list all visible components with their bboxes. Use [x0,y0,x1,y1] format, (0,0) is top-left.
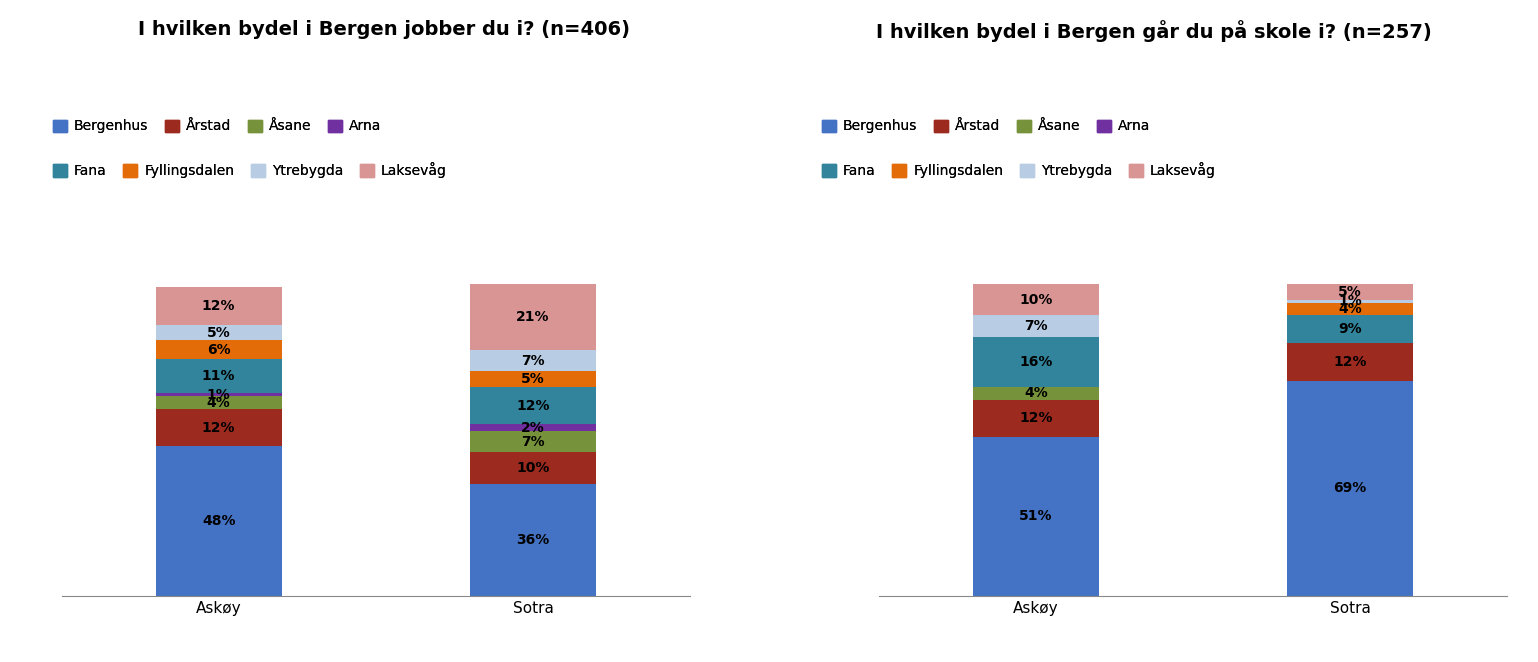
Text: 7%: 7% [1024,319,1047,334]
Legend: Bergenhus, Årstad, Åsane, Arna: Bergenhus, Årstad, Åsane, Arna [54,119,381,134]
Text: 12%: 12% [1020,411,1052,425]
Bar [155,340,281,359]
Text: 12%: 12% [517,399,549,413]
Bar [974,387,1098,400]
Text: 1%: 1% [1338,295,1363,308]
Text: 5%: 5% [206,326,231,340]
Text: 12%: 12% [1333,355,1367,369]
Text: 51%: 51% [1020,509,1052,524]
Text: 6%: 6% [206,343,231,357]
Text: 16%: 16% [1020,355,1052,369]
Text: 12%: 12% [201,420,235,434]
Bar [471,387,595,424]
Bar [974,400,1098,437]
Bar [155,397,281,409]
Legend: Bergenhus, Årstad, Åsane, Arna: Bergenhus, Årstad, Åsane, Arna [823,119,1150,134]
Bar [471,484,595,596]
Text: 4%: 4% [206,396,231,410]
Text: 48%: 48% [201,514,235,528]
Legend: Fana, Fyllingsdalen, Ytrebygda, Laksevåg: Fana, Fyllingsdalen, Ytrebygda, Laksevåg [54,162,446,179]
Bar [974,437,1098,596]
Bar [155,393,281,397]
Bar [1287,381,1413,596]
Text: I hvilken bydel i Bergen går du på skole i? (n=257): I hvilken bydel i Bergen går du på skole… [875,20,1432,42]
Bar [471,424,595,431]
Text: 1%: 1% [206,388,231,402]
Bar [155,325,281,340]
Bar [155,409,281,446]
Bar [471,371,595,387]
Text: 5%: 5% [1338,285,1363,299]
Text: 12%: 12% [201,299,235,313]
Bar [471,350,595,371]
Text: 7%: 7% [521,354,544,367]
Text: 5%: 5% [521,372,544,387]
Text: 9%: 9% [1338,322,1363,336]
Text: 10%: 10% [517,461,549,475]
Text: 11%: 11% [201,369,235,383]
Text: 69%: 69% [1333,481,1367,495]
Bar [974,337,1098,387]
Bar [471,431,595,453]
Bar [471,453,595,484]
Bar [1287,315,1413,344]
Text: I hvilken bydel i Bergen jobber du i? (n=406): I hvilken bydel i Bergen jobber du i? (n… [138,20,631,39]
Text: 21%: 21% [517,310,549,324]
Bar [1287,303,1413,315]
Legend: Fana, Fyllingsdalen, Ytrebygda, Laksevåg: Fana, Fyllingsdalen, Ytrebygda, Laksevåg [823,162,1215,179]
Bar [471,284,595,350]
Bar [155,287,281,325]
Bar [155,446,281,596]
Text: 10%: 10% [1020,293,1052,307]
Bar [1287,284,1413,300]
Text: 4%: 4% [1338,302,1363,316]
Bar [974,284,1098,315]
Bar [1287,344,1413,381]
Bar [974,315,1098,337]
Bar [155,359,281,393]
Text: 36%: 36% [517,533,549,547]
Bar [1287,300,1413,303]
Text: 2%: 2% [521,420,544,434]
Text: 7%: 7% [521,434,544,449]
Text: 4%: 4% [1024,387,1047,401]
